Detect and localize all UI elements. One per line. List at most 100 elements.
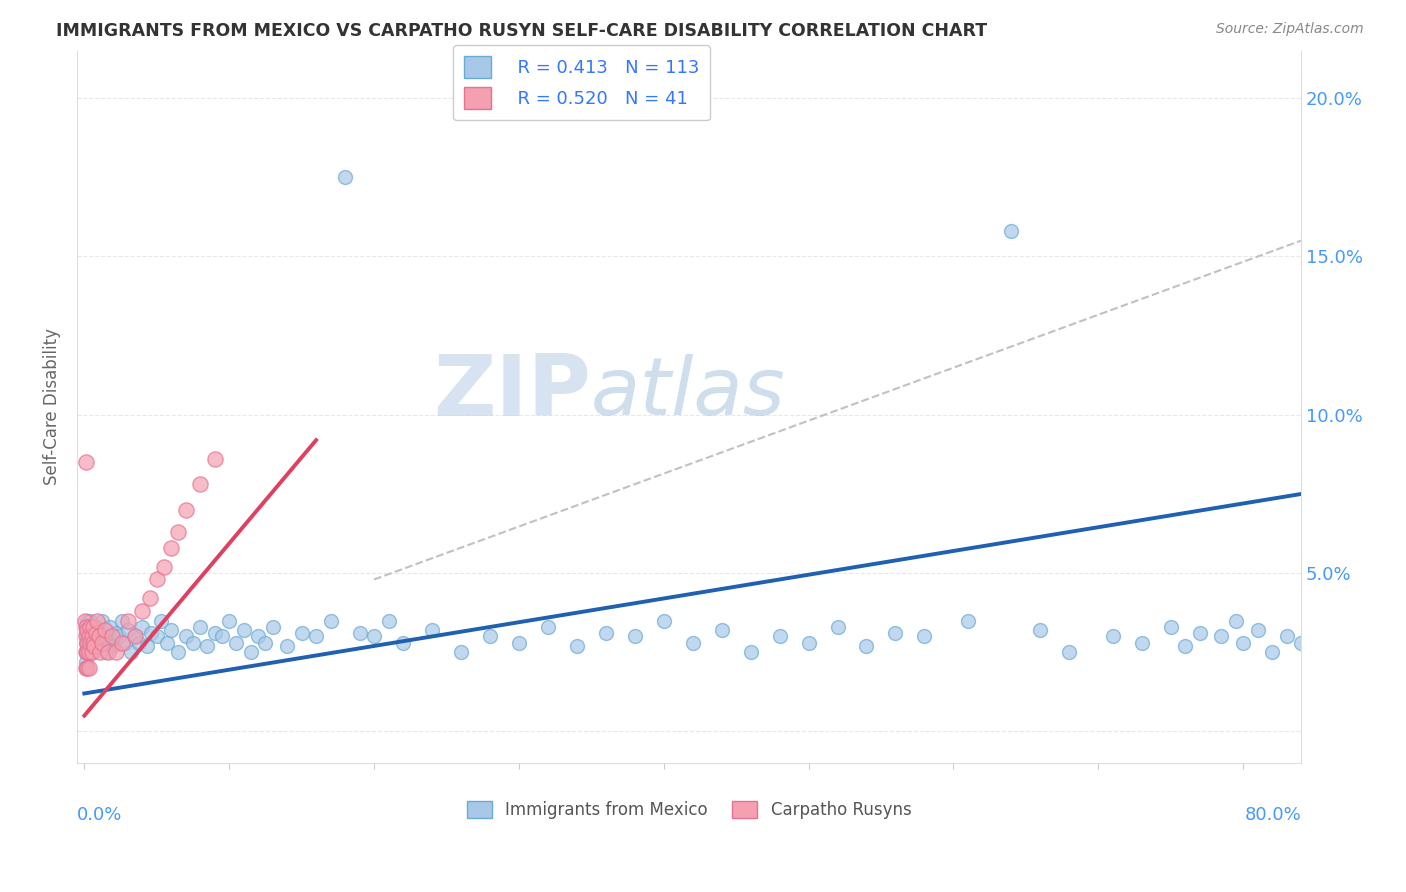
Point bbox=[76, 614, 98, 628]
Point bbox=[420, 623, 443, 637]
Point bbox=[174, 503, 197, 517]
Point bbox=[83, 639, 105, 653]
Point bbox=[73, 614, 96, 628]
Point bbox=[710, 623, 733, 637]
Point bbox=[77, 636, 100, 650]
Point bbox=[76, 639, 98, 653]
Point bbox=[76, 636, 98, 650]
Point bbox=[188, 477, 211, 491]
Point bbox=[76, 645, 98, 659]
Point bbox=[291, 626, 314, 640]
Point bbox=[124, 630, 146, 644]
Point bbox=[827, 620, 849, 634]
Point bbox=[82, 645, 104, 659]
Point bbox=[103, 639, 125, 653]
Text: 80.0%: 80.0% bbox=[1244, 805, 1301, 824]
Point bbox=[86, 639, 108, 653]
Point bbox=[768, 630, 790, 644]
Point bbox=[1289, 636, 1312, 650]
Point bbox=[101, 630, 124, 644]
Point bbox=[211, 630, 233, 644]
Point bbox=[79, 626, 101, 640]
Point bbox=[537, 620, 560, 634]
Point bbox=[1305, 620, 1327, 634]
Point bbox=[884, 626, 907, 640]
Point bbox=[80, 645, 103, 659]
Point bbox=[377, 614, 399, 628]
Point bbox=[80, 636, 103, 650]
Point bbox=[94, 645, 117, 659]
Point bbox=[135, 639, 157, 653]
Point bbox=[167, 645, 190, 659]
Point bbox=[117, 614, 139, 628]
Y-axis label: Self-Care Disability: Self-Care Disability bbox=[44, 328, 60, 485]
Point bbox=[76, 645, 98, 659]
Point bbox=[75, 455, 97, 469]
Point bbox=[111, 636, 134, 650]
Point bbox=[150, 614, 173, 628]
Point bbox=[167, 524, 190, 539]
Point bbox=[87, 630, 110, 644]
Point bbox=[131, 620, 153, 634]
Point bbox=[1130, 636, 1153, 650]
Point bbox=[124, 630, 146, 644]
Point bbox=[75, 645, 97, 659]
Point bbox=[87, 626, 110, 640]
Point bbox=[392, 636, 415, 650]
Point bbox=[93, 623, 115, 637]
Point bbox=[77, 645, 100, 659]
Point bbox=[145, 630, 167, 644]
Point bbox=[276, 639, 298, 653]
Point bbox=[75, 661, 97, 675]
Point bbox=[76, 636, 98, 650]
Point bbox=[138, 591, 160, 606]
Point bbox=[120, 645, 142, 659]
Point bbox=[565, 639, 588, 653]
Point bbox=[89, 630, 111, 644]
Point bbox=[84, 620, 107, 634]
Text: IMMIGRANTS FROM MEXICO VS CARPATHO RUSYN SELF-CARE DISABILITY CORRELATION CHART: IMMIGRANTS FROM MEXICO VS CARPATHO RUSYN… bbox=[56, 22, 987, 40]
Point bbox=[80, 620, 103, 634]
Point bbox=[1000, 224, 1022, 238]
Point bbox=[363, 630, 385, 644]
Point bbox=[108, 630, 131, 644]
Point bbox=[333, 170, 356, 185]
Point bbox=[1261, 645, 1284, 659]
Point bbox=[595, 626, 617, 640]
Point bbox=[77, 630, 100, 644]
Point bbox=[79, 614, 101, 628]
Point bbox=[75, 620, 97, 634]
Point bbox=[114, 636, 136, 650]
Point bbox=[105, 626, 128, 640]
Point bbox=[181, 636, 204, 650]
Point bbox=[75, 636, 97, 650]
Point bbox=[100, 620, 122, 634]
Point bbox=[86, 614, 108, 628]
Point bbox=[623, 630, 645, 644]
Point bbox=[91, 636, 114, 650]
Point bbox=[145, 573, 167, 587]
Point bbox=[90, 614, 112, 628]
Point bbox=[319, 614, 342, 628]
Point bbox=[77, 645, 100, 659]
Point bbox=[450, 645, 472, 659]
Point bbox=[82, 620, 104, 634]
Point bbox=[349, 626, 371, 640]
Point bbox=[90, 636, 112, 650]
Point bbox=[76, 623, 98, 637]
Point bbox=[77, 661, 100, 675]
Point bbox=[153, 559, 176, 574]
Point bbox=[478, 630, 501, 644]
Point bbox=[174, 630, 197, 644]
Point bbox=[652, 614, 675, 628]
Point bbox=[682, 636, 704, 650]
Point bbox=[83, 636, 105, 650]
Point bbox=[1188, 626, 1211, 640]
Point bbox=[131, 604, 153, 618]
Text: 0.0%: 0.0% bbox=[77, 805, 122, 824]
Point bbox=[75, 661, 97, 675]
Point bbox=[1174, 639, 1197, 653]
Point bbox=[79, 620, 101, 634]
Text: atlas: atlas bbox=[591, 353, 786, 432]
Point bbox=[96, 645, 118, 659]
